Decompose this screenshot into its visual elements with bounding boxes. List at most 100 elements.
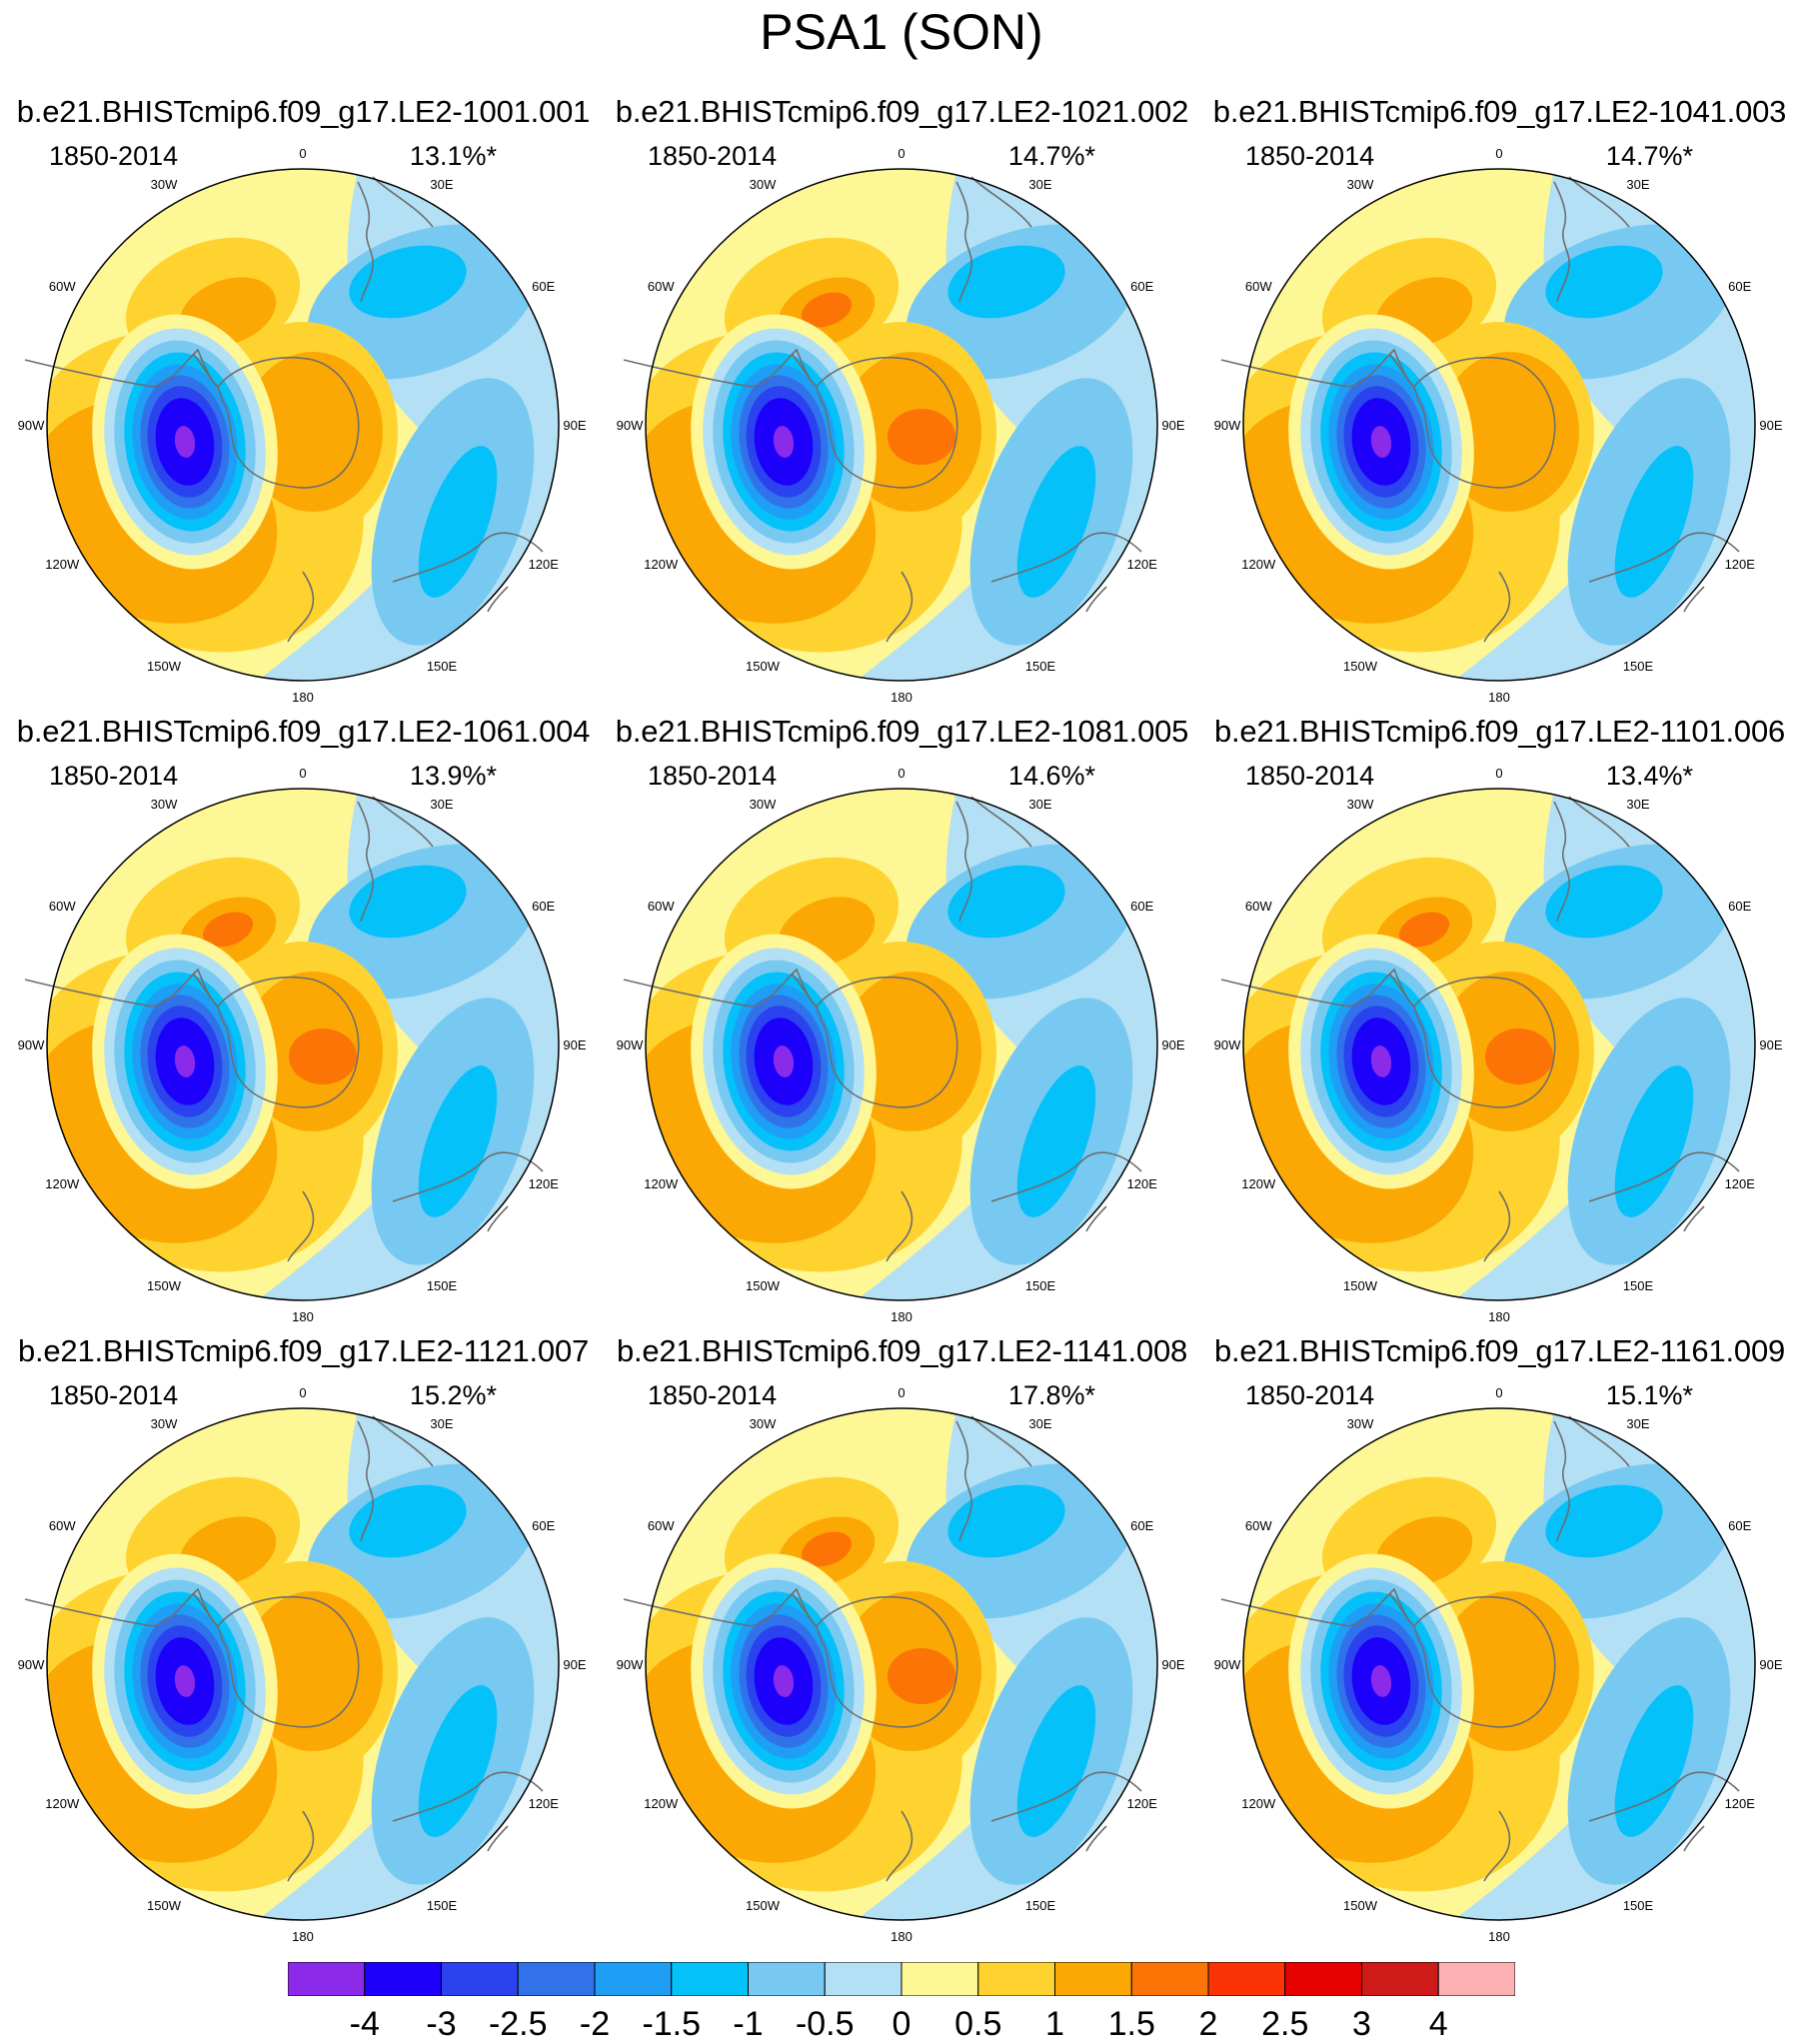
lon-label: 120E bbox=[1725, 1796, 1756, 1811]
colorbar bbox=[288, 1962, 1515, 1996]
main-title: PSA1 (SON) bbox=[760, 4, 1043, 60]
polar-map: 0 30E 60E 90E 120E 150E 180 150W 120W 90W 60W 30W 18… bbox=[18, 141, 587, 705]
lon-label: 120E bbox=[1127, 1176, 1158, 1191]
colorbar-swatch bbox=[748, 1962, 826, 1996]
lon-label: 150W bbox=[1343, 659, 1378, 674]
polar-map: 0 30E 60E 90E 120E 150E 180 150W 120W 90W 60W 30W 18… bbox=[617, 761, 1185, 1324]
colorbar-label: 0 bbox=[892, 2005, 911, 2043]
lon-label: 120E bbox=[529, 1796, 560, 1811]
period-label: 1850-2014 bbox=[49, 141, 178, 171]
lon-label: 150W bbox=[147, 659, 182, 674]
variance-label: 17.8%* bbox=[1008, 1380, 1096, 1410]
colorbar-swatch bbox=[671, 1962, 749, 1996]
lon-label: 30E bbox=[1028, 177, 1051, 192]
lon-label: 150W bbox=[746, 1898, 781, 1913]
colorbar-label: 3 bbox=[1352, 2005, 1371, 2043]
coastlines bbox=[623, 176, 1142, 643]
lon-label: 60W bbox=[49, 279, 76, 294]
period-label: 1850-2014 bbox=[49, 1380, 178, 1410]
panel-title: b.e21.BHISTcmip6.f09_g17.LE2-1061.004 bbox=[16, 714, 591, 749]
lon-label: 30E bbox=[1028, 1416, 1051, 1431]
lon-label: 30W bbox=[750, 177, 777, 192]
lon-label: 90W bbox=[617, 418, 644, 433]
colorbar-swatch bbox=[1361, 1962, 1439, 1996]
lon-label: 60W bbox=[648, 899, 675, 914]
colorbar-label: 4 bbox=[1428, 2005, 1448, 2043]
lon-label: 30E bbox=[430, 177, 453, 192]
lon-label: 30W bbox=[151, 177, 178, 192]
coastlines bbox=[623, 796, 1142, 1262]
lon-label: 90W bbox=[18, 418, 45, 433]
lon-label: 120W bbox=[644, 557, 679, 572]
lon-label: 150W bbox=[147, 1278, 182, 1293]
colorbar-label: 2.5 bbox=[1261, 2005, 1309, 2043]
lon-label: 0 bbox=[299, 766, 306, 781]
variance-label: 14.6%* bbox=[1008, 761, 1096, 791]
lon-label: 30E bbox=[430, 1416, 453, 1431]
lon-label: 60W bbox=[1245, 899, 1272, 914]
colorbar-swatch bbox=[824, 1962, 902, 1996]
lon-label: 90W bbox=[18, 1657, 45, 1672]
lon-label: 120E bbox=[1127, 1796, 1158, 1811]
period-label: 1850-2014 bbox=[648, 761, 777, 791]
lon-label: 120W bbox=[1241, 1176, 1276, 1191]
lon-label: 180 bbox=[1488, 1309, 1510, 1324]
lon-label: 60E bbox=[1130, 279, 1153, 294]
colorbar-swatch bbox=[1437, 1962, 1515, 1996]
polar-map: 0 30E 60E 90E 120E 150E 180 150W 120W 90W 60W 30W 18… bbox=[1214, 141, 1783, 705]
variance-label: 13.1%* bbox=[410, 141, 498, 171]
lon-label: 0 bbox=[299, 146, 306, 161]
lon-label: 120E bbox=[1725, 557, 1756, 572]
lon-label: 90E bbox=[563, 1037, 586, 1052]
polar-map: 0 30E 60E 90E 120E 150E 180 150W 120W 90W 60W 30W 18… bbox=[18, 1380, 587, 1944]
lon-label: 30E bbox=[430, 797, 453, 812]
period-label: 1850-2014 bbox=[648, 141, 777, 171]
lon-label: 180 bbox=[292, 690, 314, 705]
lon-label: 150E bbox=[427, 659, 458, 674]
period-label: 1850-2014 bbox=[1245, 1380, 1374, 1410]
lon-label: 120W bbox=[644, 1796, 679, 1811]
lon-label: 30W bbox=[750, 797, 777, 812]
lon-label: 60E bbox=[1130, 1518, 1153, 1533]
variance-label: 15.1%* bbox=[1606, 1380, 1694, 1410]
lon-label: 60E bbox=[1728, 899, 1751, 914]
colorbar-swatch bbox=[1054, 1962, 1132, 1996]
colorbar-label: -1 bbox=[733, 2005, 764, 2043]
lon-label: 90W bbox=[1214, 1037, 1241, 1052]
colorbar-swatch bbox=[977, 1962, 1055, 1996]
panel-title: b.e21.BHISTcmip6.f09_g17.LE2-1021.002 bbox=[615, 94, 1189, 129]
lon-label: 150E bbox=[1623, 1898, 1654, 1913]
polar-map: 0 30E 60E 90E 120E 150E 180 150W 120W 90W 60W 30W 18… bbox=[1214, 1380, 1783, 1944]
lon-label: 120W bbox=[45, 557, 80, 572]
period-label: 1850-2014 bbox=[1245, 761, 1374, 791]
lon-label: 60W bbox=[648, 279, 675, 294]
lon-label: 30W bbox=[151, 1416, 178, 1431]
lon-label: 120E bbox=[529, 1176, 560, 1191]
variance-label: 15.2%* bbox=[410, 1380, 498, 1410]
variance-label: 14.7%* bbox=[1606, 141, 1694, 171]
lon-label: 180 bbox=[891, 1929, 912, 1944]
colorbar-label: -0.5 bbox=[795, 2005, 855, 2043]
lon-label: 30W bbox=[151, 797, 178, 812]
lon-label: 120W bbox=[644, 1176, 679, 1191]
polar-map: 0 30E 60E 90E 120E 150E 180 150W 120W 90W 60W 30W 18… bbox=[1214, 761, 1783, 1324]
lon-label: 60E bbox=[1728, 1518, 1751, 1533]
lon-label: 180 bbox=[1488, 690, 1510, 705]
lon-label: 60E bbox=[532, 279, 555, 294]
lon-label: 90E bbox=[1759, 1037, 1782, 1052]
lon-label: 60E bbox=[1130, 899, 1153, 914]
colorbar-swatch bbox=[517, 1962, 596, 1996]
lon-label: 30W bbox=[750, 1416, 777, 1431]
coastlines bbox=[24, 176, 544, 643]
lon-label: 150W bbox=[147, 1898, 182, 1913]
map-panel: b.e21.BHISTcmip6.f09_g17.LE2-1041.003 0 30… bbox=[1199, 92, 1800, 710]
panel-title: b.e21.BHISTcmip6.f09_g17.LE2-1141.008 bbox=[616, 1333, 1188, 1368]
lon-label: 30W bbox=[1347, 177, 1374, 192]
lon-label: 30W bbox=[1347, 797, 1374, 812]
lon-label: 0 bbox=[898, 146, 904, 161]
lon-label: 90E bbox=[563, 1657, 586, 1672]
lon-label: 150E bbox=[1025, 1278, 1056, 1293]
colorbar-swatch bbox=[364, 1962, 442, 1996]
lon-label: 0 bbox=[299, 1385, 306, 1400]
lon-label: 90E bbox=[1759, 1657, 1782, 1672]
